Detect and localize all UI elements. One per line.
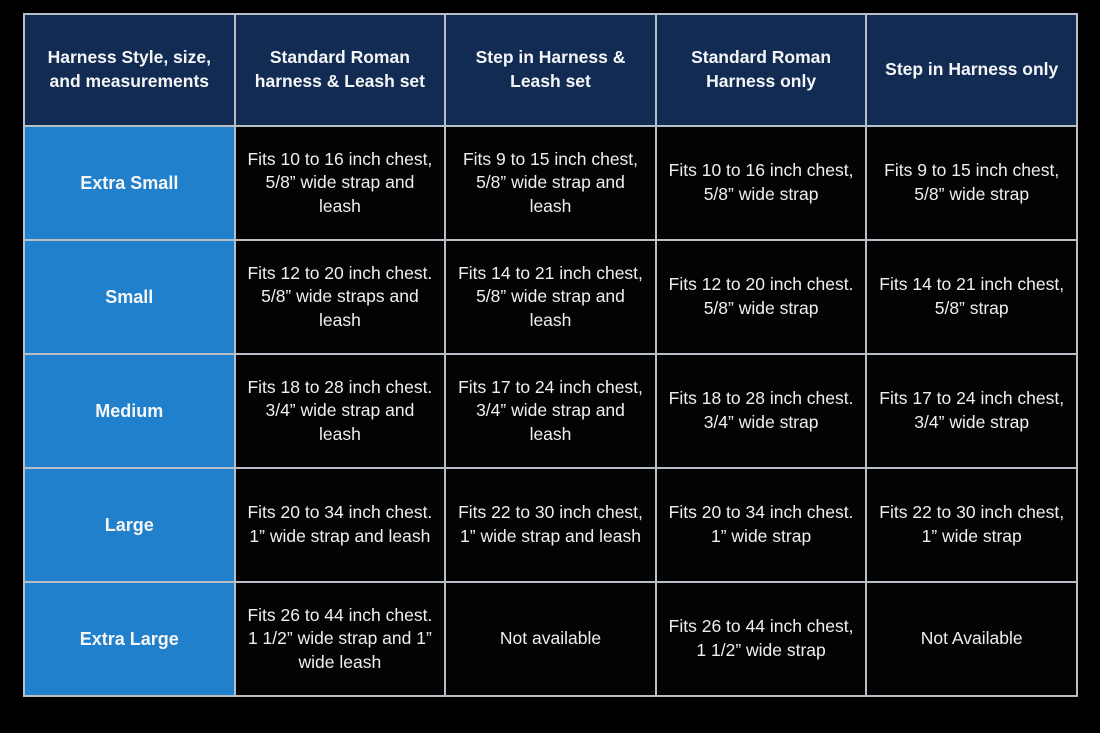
cell-extra-small-stepin-leash: Fits 9 to 15 inch chest, 5/8” wide strap… [446,127,655,239]
cell-large-stepin-only: Fits 22 to 30 inch chest, 1” wide strap [867,469,1076,581]
cell-small-stepin-only: Fits 14 to 21 inch chest, 5/8” strap [867,241,1076,353]
size-label-small: Small [25,241,234,353]
cell-large-stepin-leash: Fits 22 to 30 inch chest, 1” wide strap … [446,469,655,581]
cell-extra-large-stepin-leash: Not available [446,583,655,695]
cell-extra-small-roman-leash: Fits 10 to 16 inch chest, 5/8” wide stra… [235,127,445,239]
header-cell-roman-leash-set: Standard Roman harness & Leash set [235,15,445,125]
size-label-large: Large [25,469,234,581]
header-cell-style-size: Harness Style, size, and measurements [25,15,234,125]
cell-extra-large-roman-only: Fits 26 to 44 inch chest, 1 1/2” wide st… [656,583,866,695]
cell-extra-large-stepin-only: Not Available [867,583,1076,695]
size-label-extra-small: Extra Small [25,127,234,239]
cell-small-roman-only: Fits 12 to 20 inch chest. 5/8” wide stra… [656,241,866,353]
cell-small-stepin-leash: Fits 14 to 21 inch chest, 5/8” wide stra… [446,241,655,353]
cell-medium-roman-only: Fits 18 to 28 inch chest. 3/4” wide stra… [656,355,866,467]
cell-extra-large-roman-leash: Fits 26 to 44 inch chest. 1 1/2” wide st… [235,583,445,695]
size-label-medium: Medium [25,355,234,467]
cell-large-roman-only: Fits 20 to 34 inch chest. 1” wide strap [656,469,866,581]
header-cell-stepin-only: Step in Harness only [867,15,1076,125]
header-cell-stepin-leash-set: Step in Harness & Leash set [446,15,655,125]
cell-large-roman-leash: Fits 20 to 34 inch chest. 1” wide strap … [235,469,445,581]
cell-extra-small-stepin-only: Fits 9 to 15 inch chest, 5/8” wide strap [867,127,1076,239]
cell-medium-roman-leash: Fits 18 to 28 inch chest. 3/4” wide stra… [235,355,445,467]
cell-medium-stepin-only: Fits 17 to 24 inch chest, 3/4” wide stra… [867,355,1076,467]
header-cell-roman-only: Standard Roman Harness only [656,15,866,125]
cell-medium-stepin-leash: Fits 17 to 24 inch chest, 3/4” wide stra… [446,355,655,467]
cell-small-roman-leash: Fits 12 to 20 inch chest. 5/8” wide stra… [235,241,445,353]
harness-size-table: Harness Style, size, and measurements St… [23,13,1078,697]
size-label-extra-large: Extra Large [25,583,234,695]
cell-extra-small-roman-only: Fits 10 to 16 inch chest, 5/8” wide stra… [656,127,866,239]
